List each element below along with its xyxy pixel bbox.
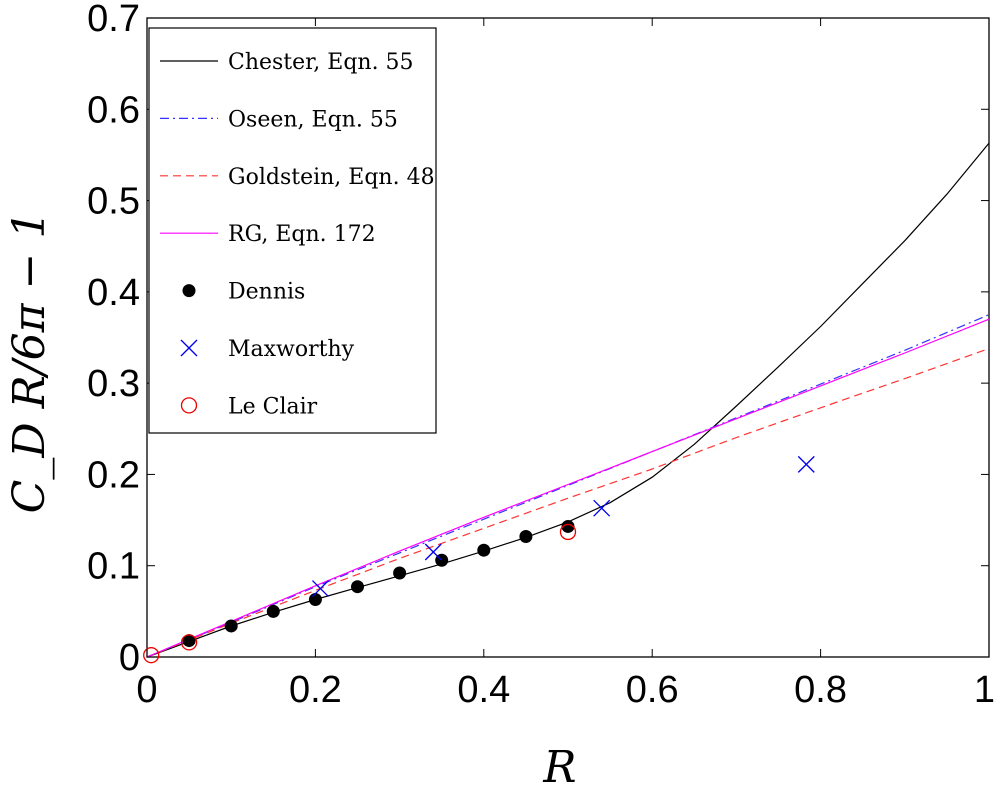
legend-swatch	[180, 397, 198, 414]
legend-swatch	[180, 339, 198, 357]
legend: Chester, Eqn. 55 Oseen, Eqn. 55 Goldstein,…	[148, 27, 437, 434]
x-tick-label: 1	[974, 669, 995, 711]
legend-label: Oseen, Eqn. 55	[228, 107, 398, 132]
point-dennis	[477, 543, 491, 557]
legend-entry-dennis: Dennis	[182, 280, 305, 305]
point-dennis	[393, 566, 407, 580]
point-le-clair	[143, 647, 160, 664]
x-tick-label: 0	[136, 669, 157, 711]
legend-label: RG, Eqn. 172	[228, 222, 376, 247]
point-maxworthy	[424, 543, 442, 561]
point-dennis	[519, 530, 533, 544]
y-tick-label: 0.3	[87, 363, 140, 405]
x-tick-label: 0.6	[626, 669, 679, 711]
y-tick-label: 0.6	[87, 89, 140, 131]
x-axis-label: R	[542, 742, 576, 792]
legend-entry-maxworthy: Maxworthy	[180, 337, 355, 362]
legend-entry-chester-eqn-55: Chester, Eqn. 55	[160, 50, 414, 75]
point-dennis	[182, 634, 196, 648]
y-tick-label: 0.5	[87, 181, 140, 223]
point-maxworthy	[311, 580, 329, 597]
series-line-goldstein-eqn-48	[146, 347, 990, 658]
y-tick-label: 0.2	[87, 454, 140, 496]
series-line-oseen-eqn-55	[146, 314, 990, 658]
point-dennis	[308, 592, 322, 606]
x-tick-label: 0.2	[289, 669, 342, 711]
point-dennis	[266, 604, 280, 618]
point-dennis	[561, 519, 575, 533]
legend-entry-rg-eqn-172: RG, Eqn. 172	[160, 222, 376, 247]
x-tick-label: 0.8	[794, 669, 847, 711]
legend-label: Chester, Eqn. 55	[228, 50, 414, 75]
point-dennis	[224, 619, 238, 633]
y-tick-label: 0	[119, 637, 140, 679]
legend-swatch	[182, 284, 196, 298]
point-le-clair	[559, 523, 577, 541]
y-tick-label: 0.1	[87, 546, 140, 588]
legend-entry-goldstein-eqn-48: Goldstein, Eqn. 48	[160, 165, 435, 190]
x-tick-label: 0.4	[457, 669, 510, 711]
y-tick-label: 0.4	[87, 272, 140, 314]
y-tick-label: 0.7	[87, 0, 140, 40]
legend-label: Maxworthy	[228, 337, 355, 362]
point-le-clair	[180, 634, 198, 651]
series-layer	[143, 142, 990, 664]
legend-label: Le Clair	[228, 394, 318, 419]
legend-label: Goldstein, Eqn. 48	[228, 165, 435, 190]
point-maxworthy	[797, 455, 815, 473]
series-line-rg-eqn-172	[146, 318, 990, 658]
legend-label: Dennis	[228, 280, 305, 305]
point-dennis	[351, 580, 364, 594]
y-axis-label: C_D R/6π − 1	[4, 211, 55, 514]
ticks-layer: 0 0.2 0.4 0.6 0.8 1 0 0.1 0.2 0.3 0.4 0.5 0.6 0.7	[87, 0, 995, 711]
legend-box	[148, 27, 437, 434]
legend-entry-oseen-eqn-55: Oseen, Eqn. 55	[160, 107, 398, 132]
legend-entry-le-clair: Le Clair	[180, 394, 318, 419]
point-maxworthy	[593, 499, 611, 517]
